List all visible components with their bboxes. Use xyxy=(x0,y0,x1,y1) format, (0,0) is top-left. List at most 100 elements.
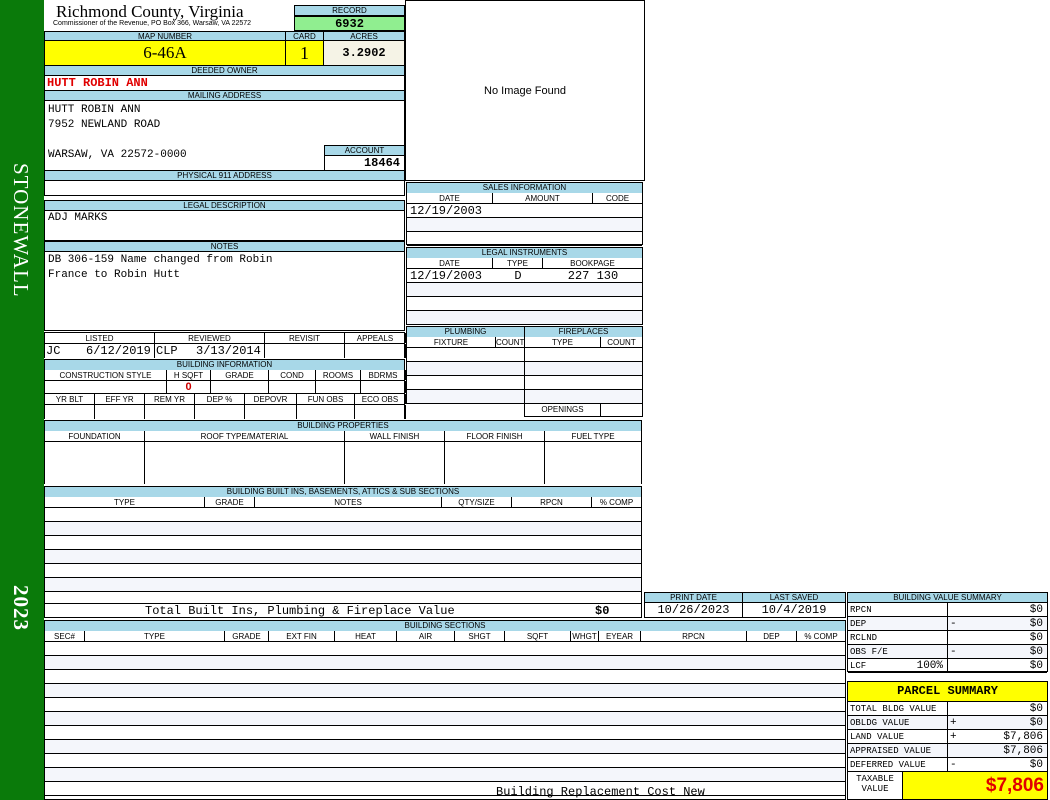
instr-column-headers: DATE TYPE BOOKPAGE xyxy=(407,258,643,269)
table-cell xyxy=(407,283,493,296)
building-property-value-cell xyxy=(445,442,545,484)
plumb-header-cell: COUNT xyxy=(496,337,525,347)
summary-value: $0 xyxy=(1029,660,1043,672)
binfo-header-cell: GRADE xyxy=(211,370,269,380)
listed-date: 6/12/2019 xyxy=(86,344,151,358)
mailing-line1: HUTT ROBIN ANN xyxy=(48,104,141,116)
props-column-headers: FOUNDATION ROOF TYPE/MATERIAL WALL FINISH F… xyxy=(45,431,642,442)
sections-header-cell: SQFT xyxy=(505,631,571,641)
card-number: 1 xyxy=(285,40,324,66)
table-row xyxy=(45,754,846,768)
building-property-value-cell xyxy=(45,442,145,484)
sections-header-cell: % COMP xyxy=(797,631,846,641)
building-info-value-cell: 0 xyxy=(167,381,211,393)
building-info-header-cell: ECO OBS xyxy=(355,394,406,404)
table-row xyxy=(525,348,643,362)
table-cell xyxy=(45,536,642,549)
summary-row: LCF 100% $0 xyxy=(848,659,1047,673)
summary-value-cell: $0 xyxy=(947,702,1047,715)
record-label: RECORD xyxy=(294,5,405,16)
instr-header-cell: BOOKPAGE xyxy=(543,258,643,268)
table-row xyxy=(407,311,642,325)
building-info-header-cell: EFF YR xyxy=(95,394,145,404)
table-row xyxy=(45,782,846,796)
print-date: 10/26/2023 xyxy=(644,602,743,618)
building-information: BUILDING INFORMATION CONSTRUCTION STYLE H … xyxy=(44,359,406,419)
summary-value-cell: $0 xyxy=(947,659,1047,672)
table-cell xyxy=(493,311,543,324)
builtins-header-cell: QTY/SIZE xyxy=(442,497,512,507)
table-cell xyxy=(45,508,642,521)
summary-row: OBS F/E - $0 xyxy=(848,645,1047,659)
summary-value-cell: + $7,806 xyxy=(947,730,1047,743)
openings-row: OPENINGS xyxy=(524,403,643,417)
builtins-column-headers: TYPE GRADE NOTES QTY/SIZE RPCN% COMP xyxy=(45,497,642,508)
summary-label: DEFERRED VALUE xyxy=(850,760,926,770)
table-cell xyxy=(45,782,846,795)
sales-information: SALES INFORMATION DATE AMOUNT CODE 12/19/200… xyxy=(406,182,643,246)
table-row xyxy=(45,712,846,726)
summary-value-cell: $0 xyxy=(947,631,1047,644)
district-sidebar: STONEWALL 2023 xyxy=(0,0,44,800)
table-cell xyxy=(45,754,846,767)
table-cell xyxy=(407,348,525,361)
sections-column-headers: SEC# TYPE GRADE EXT FIN HEAT AIR SHGT SQFT WHGT E… xyxy=(45,631,846,642)
building-info-header-cell: FUN OBS xyxy=(297,394,355,404)
review-value-cell xyxy=(265,344,345,358)
binfo-header-cell: BDRMS xyxy=(361,370,406,380)
table-row xyxy=(407,362,525,376)
building-info-value-cell xyxy=(45,405,95,419)
summary-row: APPRAISED VALUE $7,806 xyxy=(848,744,1047,758)
building-info-values-2 xyxy=(45,405,406,419)
sections-header-cell: SEC# xyxy=(45,631,85,641)
summary-value: $0 xyxy=(1029,703,1043,715)
mailing-line3: WARSAW, VA 22572-0000 xyxy=(48,149,187,161)
builtins-header-cell: NOTES xyxy=(255,497,442,507)
summary-value-cell: $0 xyxy=(947,603,1047,616)
table-cell: 227 130 xyxy=(567,269,619,282)
building-info-header-cell: DEPOVR xyxy=(245,394,297,404)
legal-description: ADJ MARKS xyxy=(44,210,405,241)
summary-label: OBS F/E xyxy=(850,647,888,657)
summary-row: RCLND $0 xyxy=(848,631,1047,645)
summary-sign: - xyxy=(950,759,957,771)
table-cell xyxy=(493,283,543,296)
summary-sign: - xyxy=(950,618,957,630)
sections-header-cell: EYEAR xyxy=(599,631,641,641)
summary-row: RPCN $0 xyxy=(848,603,1047,617)
built-ins-total-label: Total Built Ins, Plumbing & Fireplace Va… xyxy=(145,604,455,618)
table-cell xyxy=(45,642,846,655)
table-cell xyxy=(45,726,846,739)
value-summary: RPCN $0 DEP - $0 RCLND $0 OBS F/E - $0 LCF 100% $0 xyxy=(847,602,1048,673)
summary-label: LCF xyxy=(850,661,867,671)
taxable-value-label: TAXABLE VALUE xyxy=(847,771,903,800)
building-sections: BUILDING SECTIONS SEC# TYPE GRADE EXT FIN HEA… xyxy=(44,620,846,800)
props-header-cell: ROOF TYPE/MATERIAL xyxy=(145,431,345,441)
built-ins-total-row: Total Built Ins, Plumbing & Fireplace Va… xyxy=(44,603,642,618)
table-row xyxy=(45,684,846,698)
building-info-header-cell: REM YR xyxy=(145,394,195,404)
fire-header-cell: TYPE xyxy=(525,337,601,347)
building-properties-values xyxy=(45,442,642,484)
building-info-value-cell xyxy=(297,405,355,419)
props-header-cell: FLOOR FINISH xyxy=(445,431,545,441)
review-value-cell xyxy=(45,344,155,358)
summary-label: APPRAISED VALUE xyxy=(850,746,932,756)
building-property-value-cell xyxy=(545,442,642,484)
summary-label: RPCN xyxy=(850,605,872,615)
binfo-header-cell: ROOMS xyxy=(316,370,361,380)
table-row xyxy=(45,642,846,656)
tax-year: 2023 xyxy=(9,585,33,631)
summary-label: TOTAL BLDG VALUE xyxy=(850,704,937,714)
builtins-header-cell: RPCN xyxy=(512,497,592,507)
table-row xyxy=(525,376,643,390)
summary-value-cell: - $0 xyxy=(947,645,1047,658)
physical-address xyxy=(44,180,405,196)
notes-line2: France to Robin Hutt xyxy=(48,269,181,281)
summary-row: OBLDG VALUE + $0 xyxy=(848,716,1047,730)
building-info-value-cell xyxy=(316,381,361,393)
review-header-cell: REVISIT xyxy=(265,333,345,343)
review-values xyxy=(45,344,406,358)
props-header-cell: FUEL TYPE xyxy=(545,431,642,441)
review-value-cell xyxy=(345,344,406,358)
